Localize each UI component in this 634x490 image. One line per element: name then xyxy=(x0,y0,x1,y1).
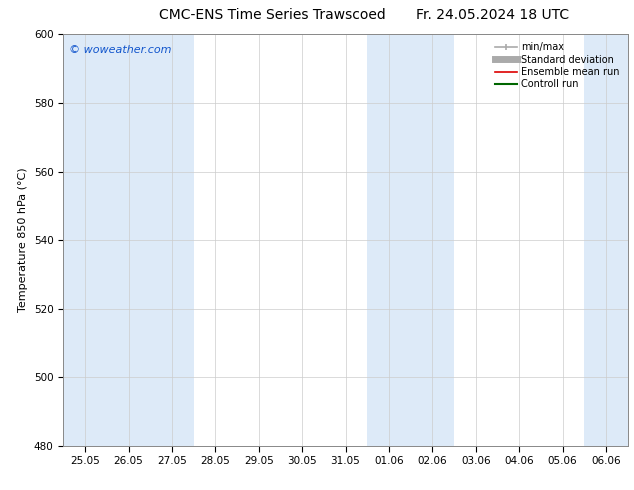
Legend: min/max, Standard deviation, Ensemble mean run, Controll run: min/max, Standard deviation, Ensemble me… xyxy=(492,39,623,92)
Bar xyxy=(63,34,107,446)
Text: © woweather.com: © woweather.com xyxy=(69,45,172,54)
Bar xyxy=(585,34,628,446)
Text: Fr. 24.05.2024 18 UTC: Fr. 24.05.2024 18 UTC xyxy=(416,8,569,22)
Bar xyxy=(367,34,454,446)
Y-axis label: Temperature 850 hPa (°C): Temperature 850 hPa (°C) xyxy=(18,168,29,313)
Text: CMC-ENS Time Series Trawscoed: CMC-ENS Time Series Trawscoed xyxy=(158,8,385,22)
Bar xyxy=(107,34,193,446)
